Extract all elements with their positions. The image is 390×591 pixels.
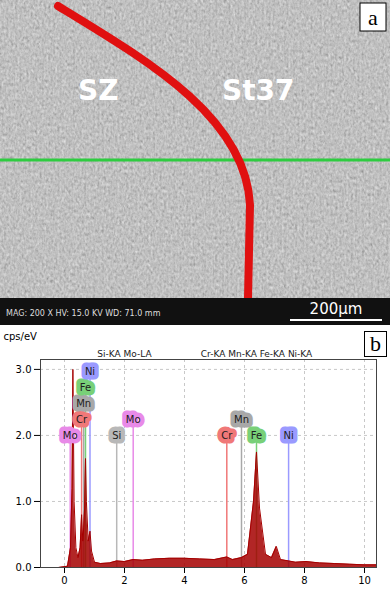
svg-text:Fe: Fe: [251, 430, 262, 441]
svg-text:Mo: Mo: [126, 414, 141, 425]
svg-text:St37: St37: [222, 74, 295, 107]
svg-text:Si-KA Mo-LA: Si-KA Mo-LA: [97, 349, 152, 359]
svg-text:Si: Si: [112, 430, 121, 441]
svg-text:1.0: 1.0: [16, 496, 32, 507]
svg-text:Mn: Mn: [234, 414, 249, 425]
svg-text:3.0: 3.0: [16, 364, 32, 375]
svg-text:Ni: Ni: [283, 430, 293, 441]
html-text:b: b: [370, 331, 381, 356]
svg-text:2.0: 2.0: [16, 430, 32, 441]
svg-text:200µm: 200µm: [310, 300, 363, 318]
svg-text:SZ: SZ: [78, 74, 118, 107]
svg-text:Fe: Fe: [80, 382, 91, 393]
svg-text:6: 6: [241, 575, 247, 586]
svg-text:8: 8: [301, 575, 307, 586]
svg-text:Mo: Mo: [63, 430, 78, 441]
svg-text:4: 4: [181, 575, 187, 586]
svg-text:Cr: Cr: [76, 414, 88, 425]
svg-text:cps/eV: cps/eV: [4, 331, 38, 342]
svg-text:2: 2: [121, 575, 127, 586]
svg-text:Ni: Ni: [85, 366, 95, 377]
svg-text:a: a: [368, 5, 378, 30]
svg-text:Cr-KA Mn-KA Fe-KA Ni-KA: Cr-KA Mn-KA Fe-KA Ni-KA: [201, 349, 313, 359]
svg-text:0.0: 0.0: [16, 562, 32, 573]
svg-text:MAG: 200 X HV: 15.0 KV WD:: MAG: 200 X HV: 15.0 KV WD: 71.0 mm: [6, 309, 161, 318]
svg-text:10: 10: [358, 575, 371, 586]
svg-text:Cr: Cr: [221, 430, 233, 441]
svg-text:Mn: Mn: [76, 398, 91, 409]
svg-text:0: 0: [61, 575, 67, 586]
